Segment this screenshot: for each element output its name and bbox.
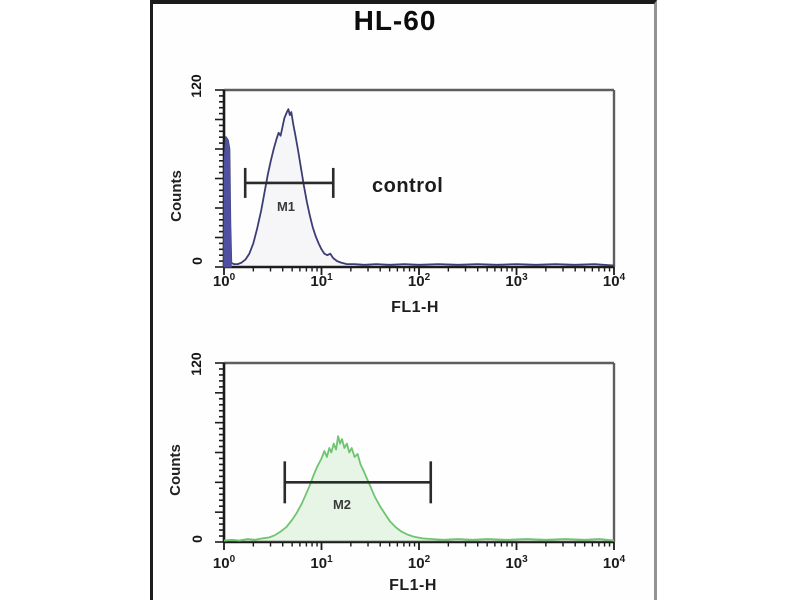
- x-tick-label: 104: [602, 554, 626, 573]
- stained-histogram-area: [224, 436, 614, 542]
- x-tick-label: 101: [310, 272, 333, 291]
- y-axis-title: Counts: [167, 444, 184, 496]
- x-tick-row: 100 101 102 103 104: [0, 273, 800, 299]
- control-histogram-curve: [223, 108, 615, 268]
- control-annotation: control: [372, 175, 444, 197]
- x-tick-label: 104: [602, 272, 626, 291]
- y-min-tick-label: 0: [189, 535, 205, 543]
- control-histogram-area: [224, 109, 614, 267]
- x-tick-label: 103: [505, 272, 528, 291]
- y-min-tick-label: 0: [189, 257, 205, 265]
- x-tick-label: 100: [212, 272, 236, 291]
- y-max-tick-label: 120: [188, 74, 204, 98]
- m1-gate-label: M1: [276, 199, 296, 214]
- stained-histogram-curve: [223, 435, 615, 542]
- y-max-tick-label: 120: [188, 352, 204, 376]
- x-tick-label: 103: [505, 554, 528, 573]
- y-axis-title: Counts: [168, 170, 185, 222]
- figure-frame: [150, 0, 657, 600]
- control-histogram-edge-spike: [223, 136, 232, 268]
- x-tick-row: 100 101 102 103 104: [0, 555, 800, 581]
- x-tick-label: 100: [212, 554, 236, 573]
- m2-gate-label: M2: [332, 497, 352, 512]
- x-tick-label: 101: [310, 554, 333, 573]
- x-axis-title: FL1-H: [389, 577, 437, 594]
- x-axis-title: FL1-H: [391, 299, 439, 316]
- x-tick-label: 102: [407, 272, 431, 291]
- x-tick-label: 102: [407, 554, 431, 573]
- figure-title: HL-60: [353, 5, 437, 36]
